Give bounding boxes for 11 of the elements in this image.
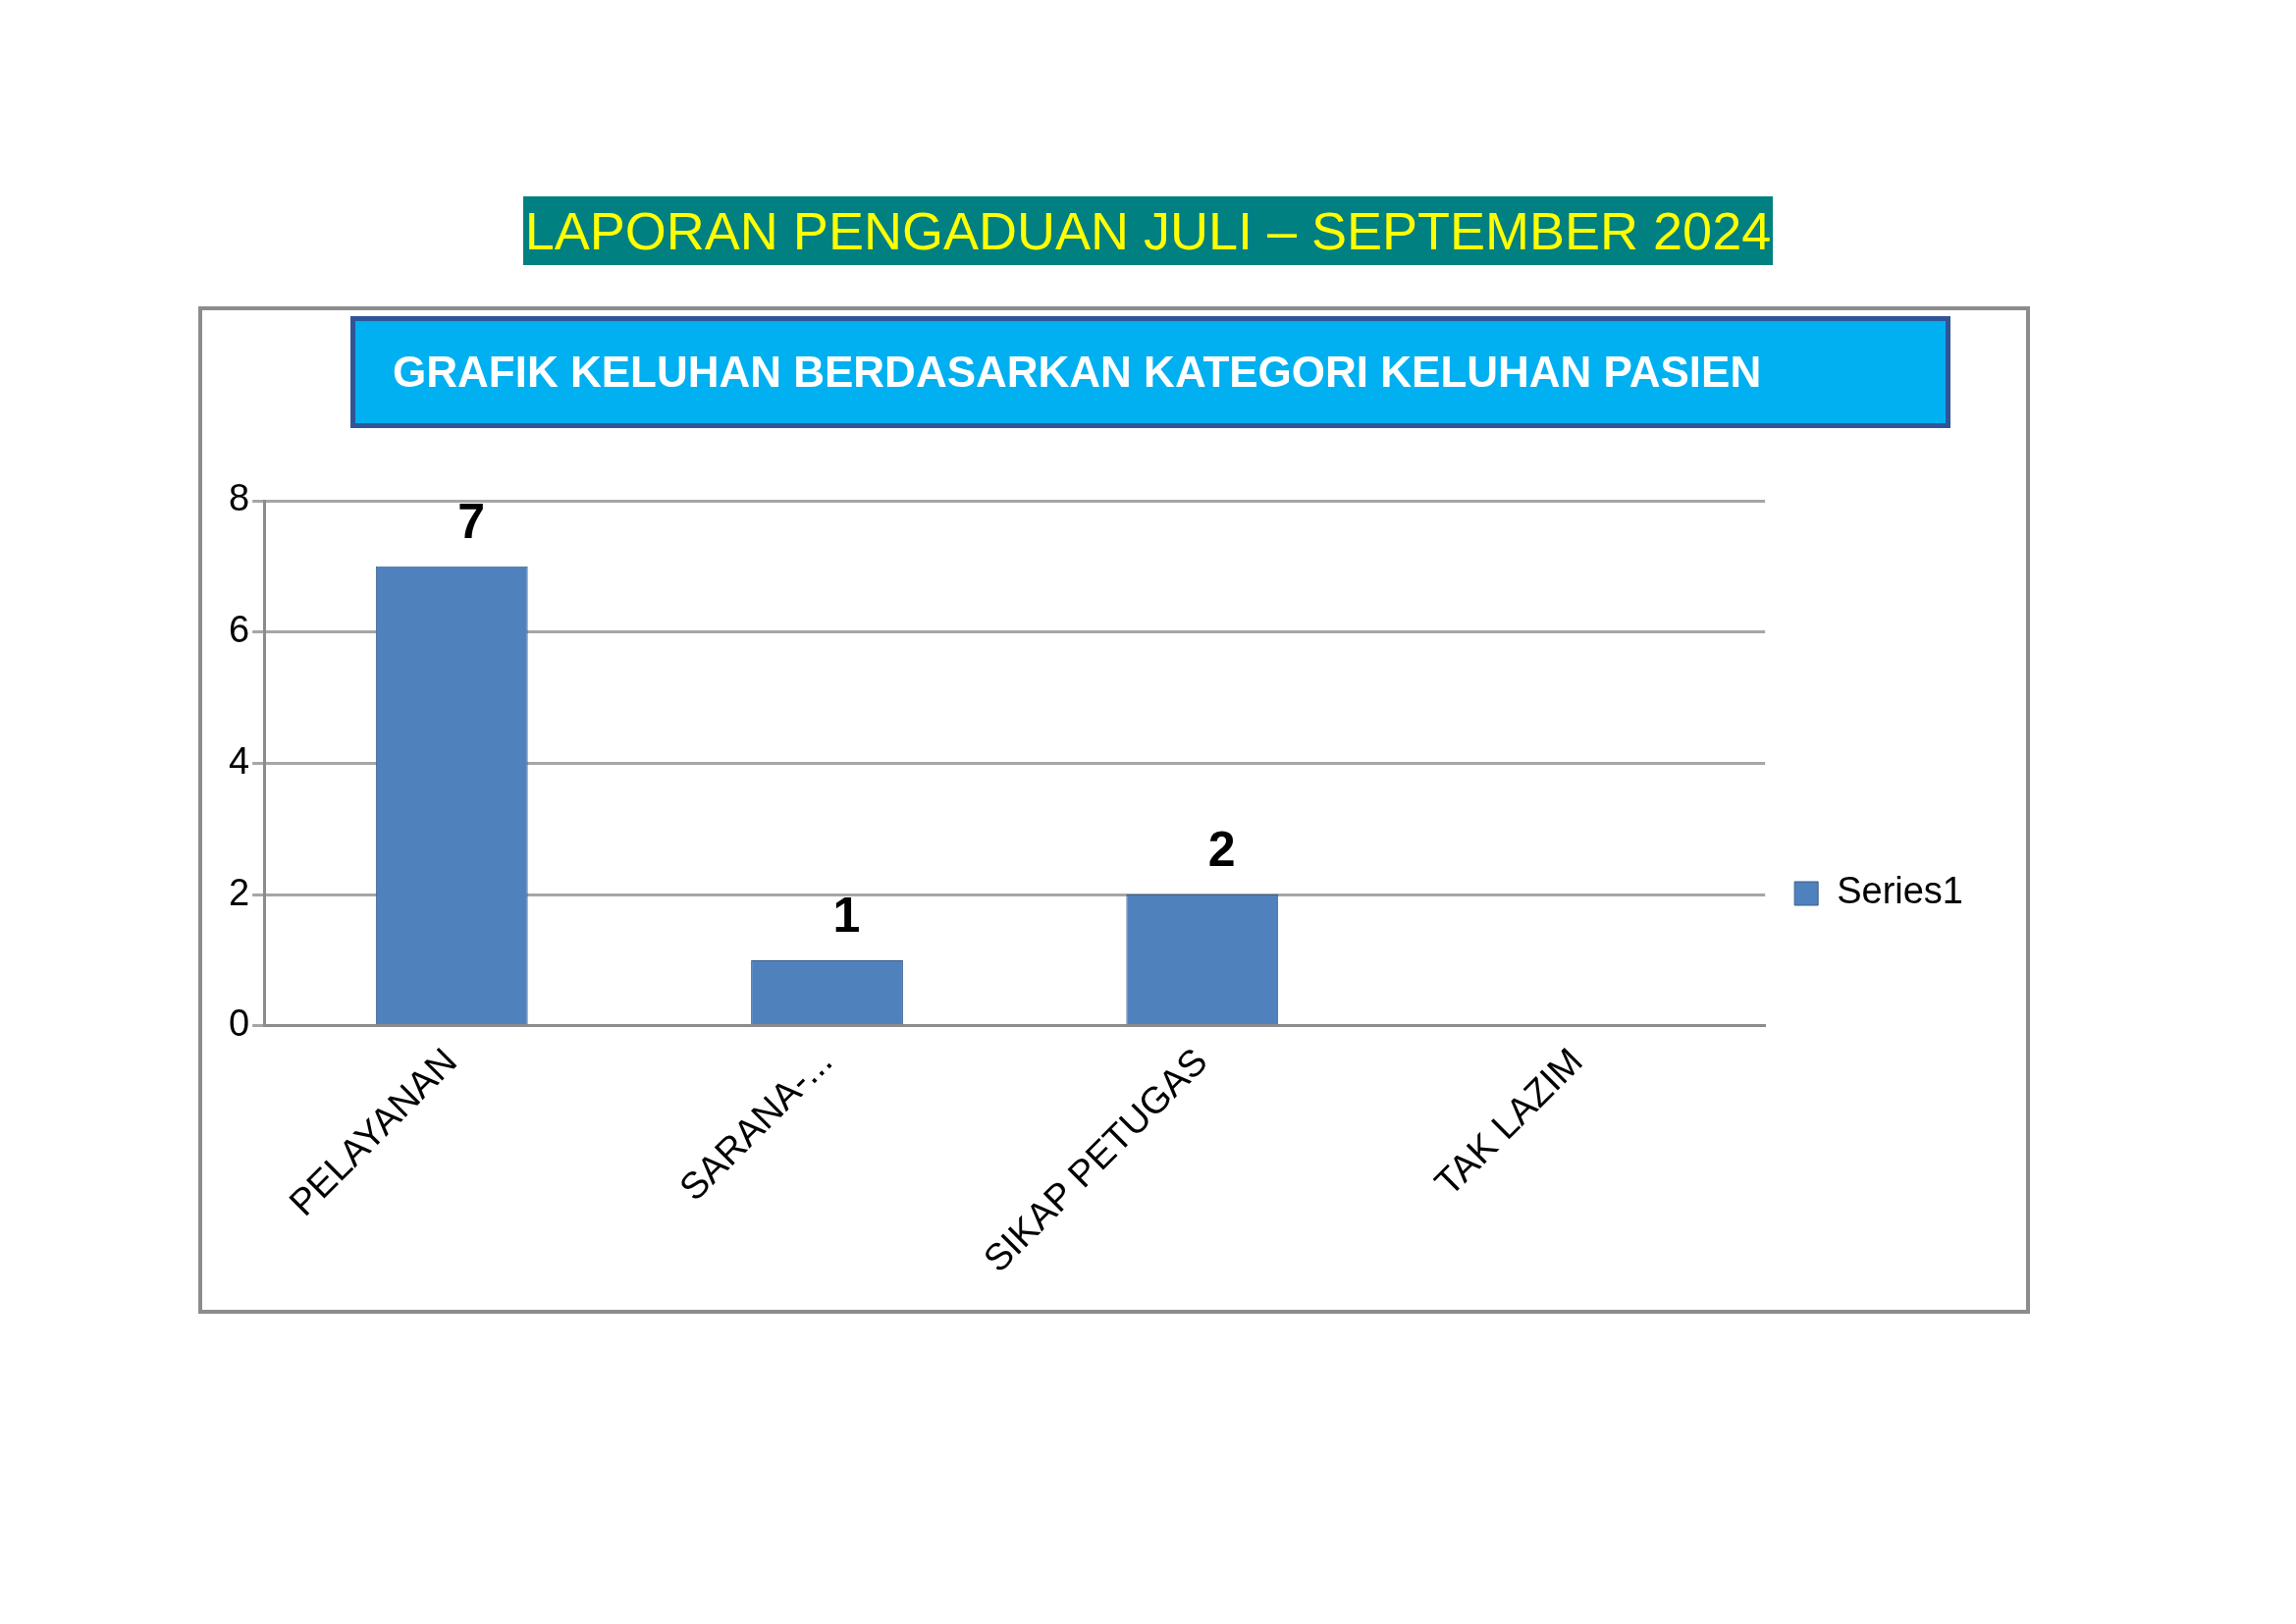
y-tick-label: 0 xyxy=(228,1002,250,1045)
data-label: 7 xyxy=(457,493,486,549)
chart-subtitle: GRAFIK KELUHAN BERDASARKAN KATEGORI KELUHAN PASIEN xyxy=(350,316,1950,428)
y-tick-label: 6 xyxy=(228,609,250,651)
chart-title: LAPORAN PENGADUAN JULI – SEPTEMBER 2024 xyxy=(522,196,1774,265)
data-label: 1 xyxy=(832,887,861,943)
y-tick-label: 4 xyxy=(228,739,250,782)
legend-label: Series1 xyxy=(1837,870,1963,912)
y-tick-label: 8 xyxy=(228,477,250,519)
data-label: 2 xyxy=(1207,821,1236,877)
y-tick-label: 2 xyxy=(228,871,250,913)
